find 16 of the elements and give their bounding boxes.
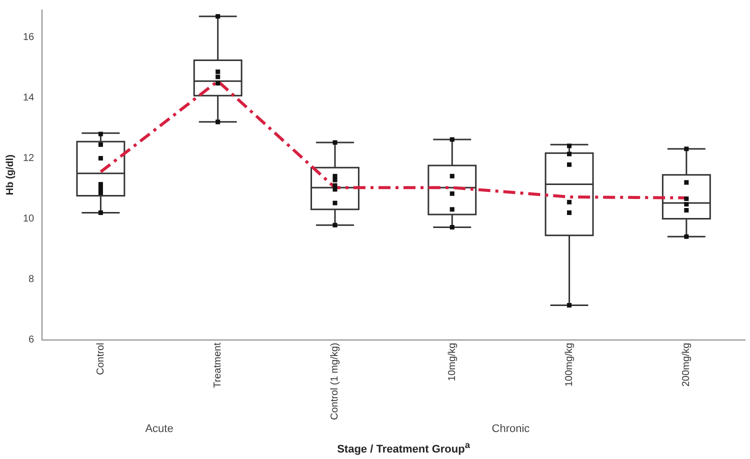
x-axis-title: Stage / Treatment Group$^{a}$ [336, 440, 471, 456]
y-tick-label: 14 [23, 92, 35, 104]
y-axis-title: Hb (g/dl) [4, 154, 16, 196]
x-tick-label: Treatment [212, 342, 224, 388]
x-tick-label: Control (1 mg/kg) [330, 342, 341, 420]
y-tick-label: 10 [23, 213, 35, 224]
y-tick-label: 8 [28, 274, 35, 285]
x-tick-label: 200mg/kg [681, 342, 692, 387]
y-tick-label: 12 [23, 152, 35, 164]
y-tick-label: 6 [28, 334, 35, 346]
y-tick-label: 16 [23, 32, 35, 43]
x-tick-label: Control [95, 342, 106, 376]
text: Chronic [492, 423, 530, 435]
text: Acute [145, 423, 174, 435]
x-tick-label: 100mg/kg [564, 342, 576, 387]
x-tick-label: 10mg/kg [446, 342, 458, 382]
